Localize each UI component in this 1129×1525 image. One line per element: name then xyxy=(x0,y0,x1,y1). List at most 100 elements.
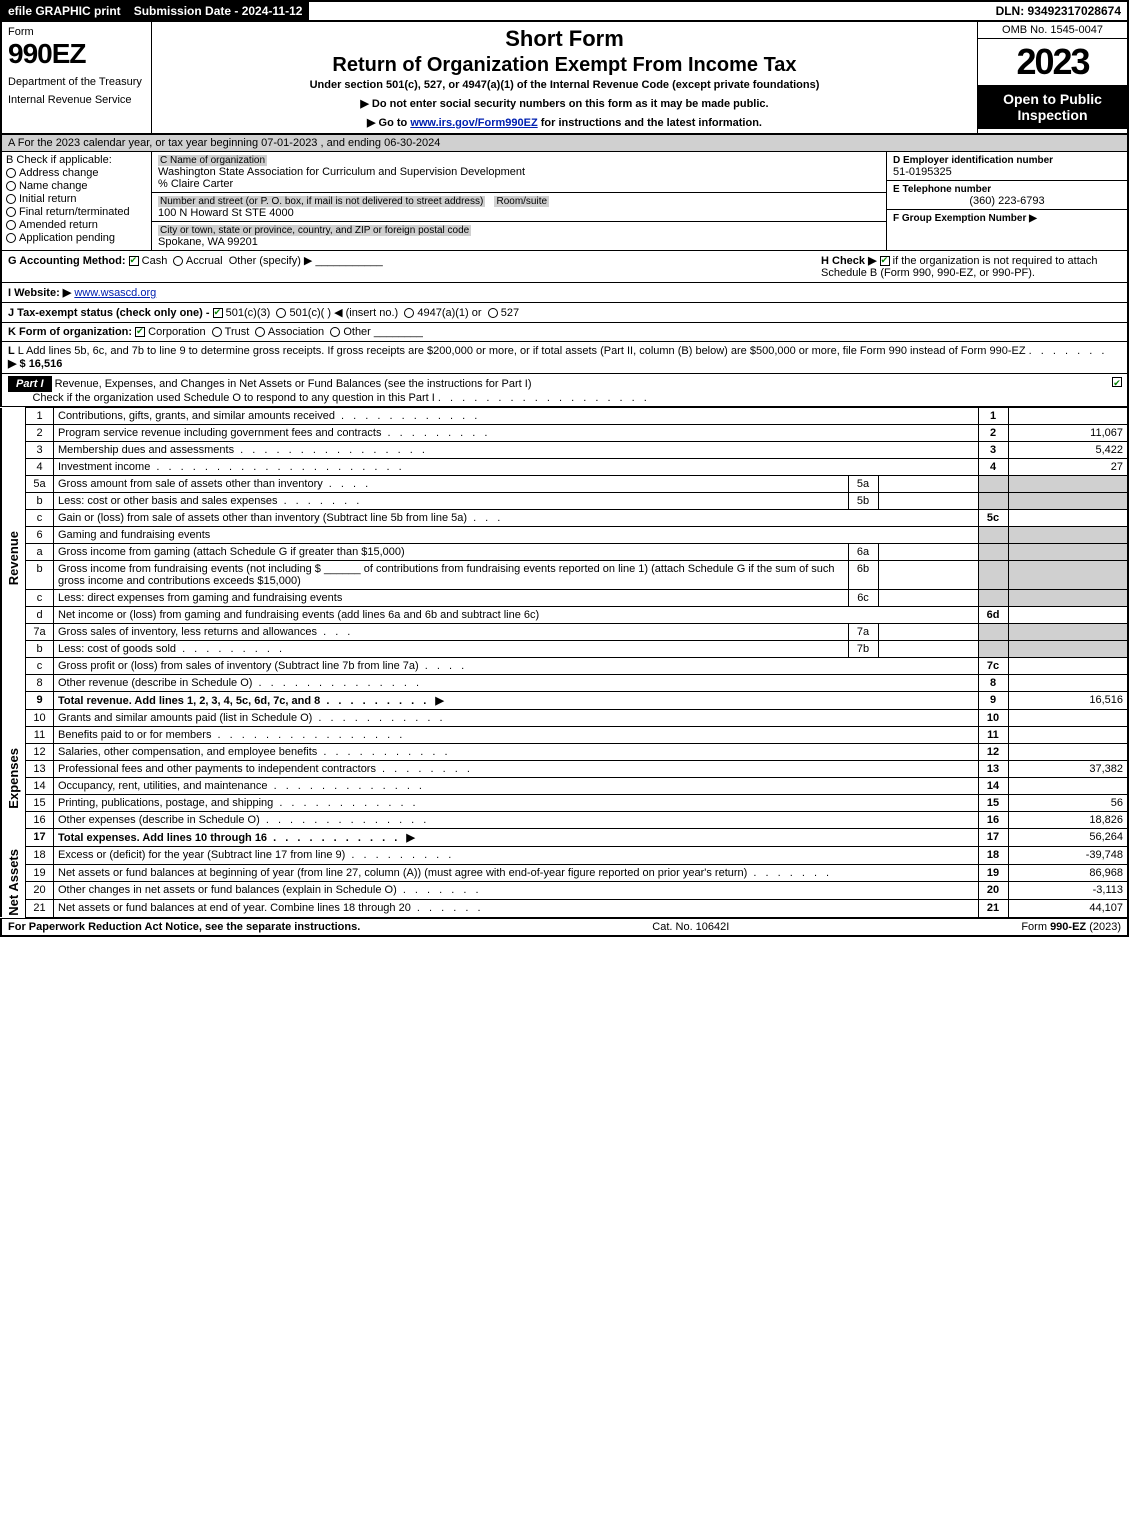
lbl-other-org: Other xyxy=(343,326,371,338)
efile-label[interactable]: efile GRAPHIC print xyxy=(2,2,128,20)
l6c-desc: Less: direct expenses from gaming and fu… xyxy=(58,592,342,604)
irs-link[interactable]: www.irs.gov/Form990EZ xyxy=(410,117,537,129)
l17-val: 56,264 xyxy=(1008,829,1128,847)
header-center: Short Form Return of Organization Exempt… xyxy=(152,22,977,133)
chk-amended[interactable] xyxy=(6,220,16,230)
footer-right-post: (2023) xyxy=(1086,921,1121,933)
l5b-desc: Less: cost or other basis and sales expe… xyxy=(58,495,278,507)
l17-no: 17 xyxy=(26,829,54,847)
l11-val xyxy=(1008,727,1128,744)
chk-app-pending[interactable] xyxy=(6,233,16,243)
part1-check-text: Check if the organization used Schedule … xyxy=(32,392,434,404)
l6d-desc: Net income or (loss) from gaming and fun… xyxy=(58,609,539,621)
footer-right-bold: 990-EZ xyxy=(1050,921,1086,933)
lbl-final-return: Final return/terminated xyxy=(19,206,130,218)
side-revenue: Revenue xyxy=(6,531,21,585)
info-block: B Check if applicable: Address change Na… xyxy=(0,152,1129,251)
header-left: Form 990EZ Department of the Treasury In… xyxy=(2,22,152,133)
top-bar: efile GRAPHIC print Submission Date - 20… xyxy=(0,0,1129,22)
l18-ref: 18 xyxy=(978,847,1008,865)
chk-initial-return[interactable] xyxy=(6,194,16,204)
footer-center: Cat. No. 10642I xyxy=(652,921,729,933)
chk-trust[interactable] xyxy=(212,327,222,337)
chk-final-return[interactable] xyxy=(6,207,16,217)
lbl-527: 527 xyxy=(501,307,519,319)
side-netassets: Net Assets xyxy=(6,849,21,916)
chk-501c[interactable] xyxy=(276,308,286,318)
chk-501c3[interactable] xyxy=(213,308,223,318)
l4-ref: 4 xyxy=(978,459,1008,476)
section-b: B Check if applicable: Address change Na… xyxy=(2,152,152,250)
chk-other-org[interactable] xyxy=(330,327,340,337)
footer-right: Form 990-EZ (2023) xyxy=(1021,921,1121,933)
section-k: K Form of organization: Corporation Trus… xyxy=(0,323,1129,342)
l8-val xyxy=(1008,675,1128,692)
lbl-app-pending: Application pending xyxy=(19,232,115,244)
chk-527[interactable] xyxy=(488,308,498,318)
l-text: L Add lines 5b, 6c, and 7b to line 9 to … xyxy=(18,345,1026,357)
l4-desc: Investment income xyxy=(58,461,150,473)
l5a-no: 5a xyxy=(26,476,54,493)
l6-no: 6 xyxy=(26,527,54,544)
main-title: Return of Organization Exempt From Incom… xyxy=(160,54,969,77)
l12-no: 12 xyxy=(26,744,54,761)
l7a-desc: Gross sales of inventory, less returns a… xyxy=(58,626,317,638)
l6c-no: c xyxy=(26,590,54,607)
ssn-note: ▶ Do not enter social security numbers o… xyxy=(160,97,969,110)
l18-val: -39,748 xyxy=(1008,847,1128,865)
l10-val xyxy=(1008,710,1128,727)
lbl-501c3: 501(c)(3) xyxy=(226,307,271,319)
org-name: Washington State Association for Curricu… xyxy=(158,166,525,178)
chk-corp[interactable] xyxy=(135,327,145,337)
l3-no: 3 xyxy=(26,442,54,459)
l5a-mini: 5a xyxy=(848,476,878,493)
l7a-no: 7a xyxy=(26,624,54,641)
l5c-desc: Gain or (loss) from sale of assets other… xyxy=(58,512,467,524)
row-a-tax-year: A For the 2023 calendar year, or tax yea… xyxy=(0,135,1129,152)
chk-schedule-b[interactable] xyxy=(880,256,890,266)
goto-note: ▶ Go to www.irs.gov/Form990EZ for instru… xyxy=(160,116,969,129)
l6d-val xyxy=(1008,607,1128,624)
chk-4947[interactable] xyxy=(404,308,414,318)
submission-date: Submission Date - 2024-11-12 xyxy=(128,2,310,20)
l-dots: . . . . . . . xyxy=(1029,345,1108,357)
l6c-mini: 6c xyxy=(848,590,878,607)
l7c-ref: 7c xyxy=(978,658,1008,675)
l7b-no: b xyxy=(26,641,54,658)
l3-desc: Membership dues and assessments xyxy=(58,444,234,456)
l9-desc: Total revenue. Add lines 1, 2, 3, 4, 5c,… xyxy=(58,695,320,707)
dept-treasury: Department of the Treasury xyxy=(8,76,145,88)
lines-table: Revenue 1 Contributions, gifts, grants, … xyxy=(0,407,1129,918)
chk-address-change[interactable] xyxy=(6,168,16,178)
l6b-minival xyxy=(878,561,978,590)
lbl-name-change: Name change xyxy=(19,180,88,192)
l19-no: 19 xyxy=(26,864,54,882)
section-b-title: B Check if applicable: xyxy=(6,154,147,166)
l1-desc: Contributions, gifts, grants, and simila… xyxy=(58,410,335,422)
l13-no: 13 xyxy=(26,761,54,778)
section-j: J Tax-exempt status (check only one) - 5… xyxy=(0,303,1129,323)
l6a-no: a xyxy=(26,544,54,561)
section-g: G Accounting Method: Cash Accrual Other … xyxy=(8,254,383,279)
section-i: I Website: ▶ www.wsascd.org xyxy=(0,283,1129,303)
chk-accrual[interactable] xyxy=(173,256,183,266)
l19-desc: Net assets or fund balances at beginning… xyxy=(58,867,747,879)
l15-desc: Printing, publications, postage, and shi… xyxy=(58,797,273,809)
lbl-trust: Trust xyxy=(225,326,250,338)
page-footer: For Paperwork Reduction Act Notice, see … xyxy=(0,918,1129,937)
chk-cash[interactable] xyxy=(129,256,139,266)
care-of: % Claire Carter xyxy=(158,178,233,190)
l20-desc: Other changes in net assets or fund bala… xyxy=(58,884,397,896)
l2-ref: 2 xyxy=(978,425,1008,442)
chk-schedule-o[interactable] xyxy=(1112,377,1122,387)
form-word: Form xyxy=(8,26,145,38)
j-label: J Tax-exempt status (check only one) - xyxy=(8,307,213,319)
l18-no: 18 xyxy=(26,847,54,865)
chk-name-change[interactable] xyxy=(6,181,16,191)
l2-no: 2 xyxy=(26,425,54,442)
l6a-minival xyxy=(878,544,978,561)
chk-assoc[interactable] xyxy=(255,327,265,337)
street-value: 100 N Howard St STE 4000 xyxy=(158,207,294,219)
website-link[interactable]: www.wsascd.org xyxy=(74,287,156,299)
l21-no: 21 xyxy=(26,900,54,918)
